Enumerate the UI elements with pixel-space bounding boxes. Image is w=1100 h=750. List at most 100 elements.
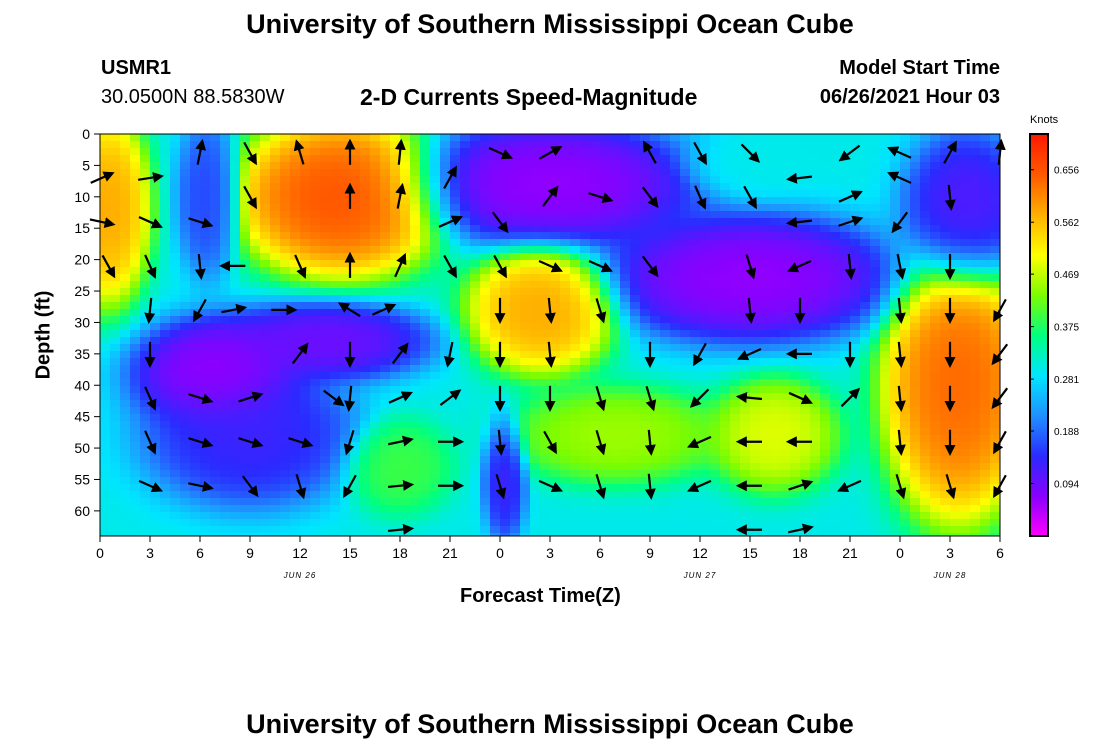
heatmap-cell bbox=[470, 519, 481, 527]
heatmap-cell bbox=[840, 351, 851, 359]
heatmap-cell bbox=[590, 176, 601, 184]
heatmap-cell bbox=[320, 302, 331, 310]
heatmap-cell bbox=[880, 190, 891, 198]
heatmap-cell bbox=[460, 176, 471, 184]
heatmap-cell bbox=[170, 323, 181, 331]
heatmap-cell bbox=[350, 512, 361, 520]
heatmap-cell bbox=[660, 519, 671, 527]
heatmap-cell bbox=[810, 519, 821, 527]
heatmap-cell bbox=[610, 295, 621, 303]
heatmap-cell bbox=[720, 211, 731, 219]
heatmap-cell bbox=[300, 330, 311, 338]
heatmap-cell bbox=[770, 505, 781, 513]
heatmap-cell bbox=[880, 337, 891, 345]
heatmap-cell bbox=[490, 190, 501, 198]
heatmap-cell bbox=[570, 407, 581, 415]
heatmap-cell bbox=[950, 442, 961, 450]
heatmap-cell bbox=[890, 372, 901, 380]
heatmap-cell bbox=[460, 526, 471, 534]
heatmap-cell bbox=[180, 463, 191, 471]
heatmap-cell bbox=[370, 232, 381, 240]
heatmap-cell bbox=[780, 134, 791, 142]
heatmap-cell bbox=[580, 442, 591, 450]
heatmap-cell bbox=[180, 204, 191, 212]
heatmap-cell bbox=[260, 400, 271, 408]
heatmap-cell bbox=[740, 421, 751, 429]
heatmap-cell bbox=[880, 477, 891, 485]
heatmap-cell bbox=[440, 351, 451, 359]
heatmap-cell bbox=[340, 393, 351, 401]
heatmap-cell bbox=[840, 267, 851, 275]
heatmap-cell bbox=[560, 183, 571, 191]
heatmap-cell bbox=[510, 134, 521, 142]
heatmap-cell bbox=[820, 239, 831, 247]
heatmap-cell bbox=[680, 246, 691, 254]
heatmap-cell bbox=[940, 302, 951, 310]
heatmap-cell bbox=[840, 204, 851, 212]
heatmap-cell bbox=[350, 484, 361, 492]
heatmap-cell bbox=[830, 204, 841, 212]
heatmap-cell bbox=[880, 358, 891, 366]
heatmap-cell bbox=[610, 351, 621, 359]
heatmap-cell bbox=[230, 134, 241, 142]
heatmap-cell bbox=[640, 386, 651, 394]
heatmap-cell bbox=[280, 323, 291, 331]
heatmap-cell bbox=[670, 393, 681, 401]
heatmap-cell bbox=[560, 176, 571, 184]
heatmap-cell bbox=[560, 246, 571, 254]
heatmap-cell bbox=[330, 442, 341, 450]
heatmap-cell bbox=[560, 491, 571, 499]
heatmap-cell bbox=[350, 134, 361, 142]
heatmap-cell bbox=[560, 197, 571, 205]
heatmap-cell bbox=[510, 155, 521, 163]
heatmap-cell bbox=[710, 267, 721, 275]
heatmap-cell bbox=[620, 498, 631, 506]
heatmap-cell bbox=[630, 295, 641, 303]
heatmap-cell bbox=[110, 309, 121, 317]
heatmap-cell bbox=[940, 148, 951, 156]
heatmap-cell bbox=[770, 281, 781, 289]
heatmap-cell bbox=[100, 470, 111, 478]
heatmap-cell bbox=[530, 288, 541, 296]
heatmap-cell bbox=[250, 428, 261, 436]
heatmap-cell bbox=[620, 519, 631, 527]
heatmap-cell bbox=[510, 232, 521, 240]
heatmap-cell bbox=[200, 372, 211, 380]
heatmap-cell bbox=[180, 372, 191, 380]
heatmap-cell bbox=[920, 309, 931, 317]
heatmap-cell bbox=[310, 211, 321, 219]
heatmap-cell bbox=[910, 204, 921, 212]
heatmap-cell bbox=[630, 323, 641, 331]
heatmap-cell bbox=[580, 498, 591, 506]
heatmap-cell bbox=[670, 526, 681, 534]
heatmap-cell bbox=[650, 218, 661, 226]
heatmap-cell bbox=[220, 162, 231, 170]
heatmap-cell bbox=[770, 260, 781, 268]
heatmap-cell bbox=[120, 393, 131, 401]
heatmap-cell bbox=[250, 379, 261, 387]
heatmap-cell bbox=[460, 148, 471, 156]
heatmap-cell bbox=[140, 407, 151, 415]
heatmap-cell bbox=[370, 477, 381, 485]
heatmap-cell bbox=[470, 169, 481, 177]
heatmap-cell bbox=[280, 456, 291, 464]
heatmap-cell bbox=[600, 428, 611, 436]
heatmap-cell bbox=[930, 183, 941, 191]
heatmap-cell bbox=[300, 288, 311, 296]
heatmap-cell bbox=[160, 225, 171, 233]
heatmap-cell bbox=[410, 337, 421, 345]
heatmap-cell bbox=[730, 449, 741, 457]
heatmap-cell bbox=[560, 330, 571, 338]
heatmap-cell bbox=[170, 463, 181, 471]
heatmap-cell bbox=[590, 155, 601, 163]
heatmap-cell bbox=[820, 169, 831, 177]
heatmap-cell bbox=[530, 498, 541, 506]
heatmap-cell bbox=[570, 169, 581, 177]
heatmap-cell bbox=[780, 344, 791, 352]
heatmap-cell bbox=[160, 176, 171, 184]
heatmap-cell bbox=[650, 260, 661, 268]
heatmap-cell bbox=[670, 218, 681, 226]
heatmap-cell bbox=[370, 372, 381, 380]
heatmap-cell bbox=[160, 134, 171, 142]
heatmap-cell bbox=[910, 316, 921, 324]
